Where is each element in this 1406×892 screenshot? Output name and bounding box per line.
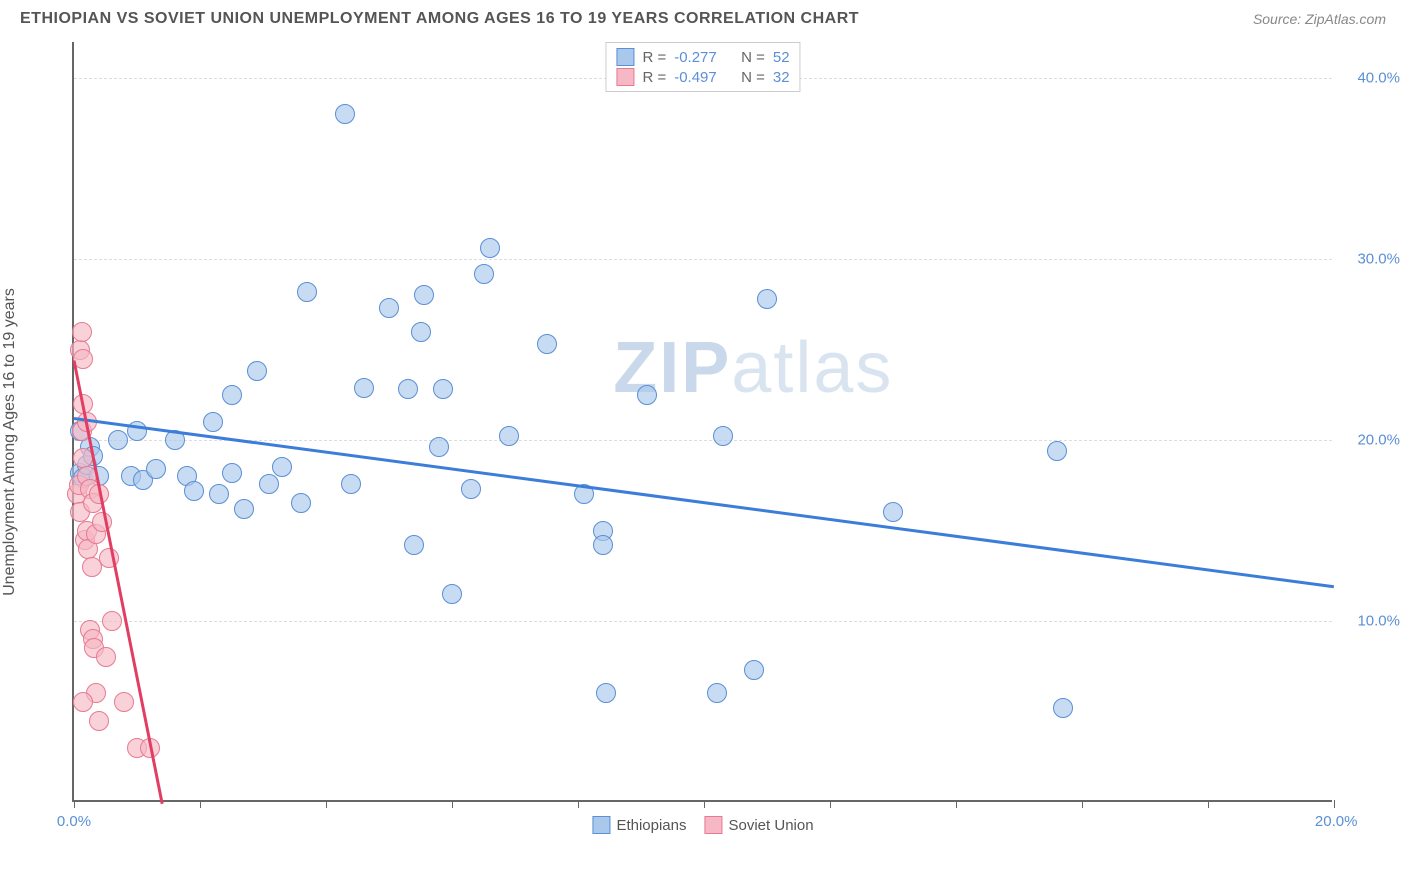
data-point [537, 334, 557, 354]
legend-label-ethiopians: Ethiopians [616, 817, 686, 834]
data-point [73, 692, 93, 712]
data-point [203, 412, 223, 432]
x-tick [1082, 800, 1083, 808]
x-tick [830, 800, 831, 808]
x-tick [326, 800, 327, 808]
watermark-atlas: atlas [731, 328, 893, 408]
data-point [247, 361, 267, 381]
r-value-ethiopians: -0.277 [674, 49, 717, 66]
data-point [184, 481, 204, 501]
data-point [398, 379, 418, 399]
legend-row-ethiopians: R = -0.277 N = 52 [616, 47, 789, 67]
data-point [499, 426, 519, 446]
x-tick [956, 800, 957, 808]
swatch-ethiopians-b [592, 816, 610, 834]
n-value-ethiopians: 52 [773, 49, 790, 66]
data-point [637, 385, 657, 405]
data-point [411, 322, 431, 342]
x-tick [452, 800, 453, 808]
data-point [593, 535, 613, 555]
n-label: N = [741, 49, 765, 66]
data-point [461, 479, 481, 499]
data-point [429, 437, 449, 457]
data-point [404, 535, 424, 555]
chart-container: Unemployment Among Ages 16 to 19 years Z… [48, 42, 1388, 842]
data-point [272, 457, 292, 477]
x-tick [74, 800, 75, 808]
data-point [1053, 698, 1073, 718]
data-point [291, 493, 311, 513]
data-point [222, 463, 242, 483]
legend-label-soviet: Soviet Union [729, 817, 814, 834]
n-value-soviet: 32 [773, 69, 790, 86]
r-label: R = [642, 69, 666, 86]
y-axis-label: Unemployment Among Ages 16 to 19 years [1, 288, 19, 596]
legend-row-soviet: R = -0.497 N = 32 [616, 67, 789, 87]
data-point [96, 647, 116, 667]
data-point [474, 264, 494, 284]
x-tick [578, 800, 579, 808]
swatch-ethiopians [616, 48, 634, 66]
y-tick-label: 40.0% [1357, 70, 1400, 87]
data-point [442, 584, 462, 604]
swatch-soviet-b [705, 816, 723, 834]
data-point [707, 683, 727, 703]
data-point [234, 499, 254, 519]
gridline [74, 621, 1332, 622]
data-point [146, 459, 166, 479]
data-point [72, 322, 92, 342]
data-point [89, 711, 109, 731]
r-value-soviet: -0.497 [674, 69, 717, 86]
data-point [102, 611, 122, 631]
r-label: R = [642, 49, 666, 66]
source-label: Source: ZipAtlas.com [1253, 11, 1386, 27]
data-point [379, 298, 399, 318]
legend-item-soviet: Soviet Union [705, 816, 814, 834]
data-point [108, 430, 128, 450]
data-point [354, 378, 374, 398]
x-tick [1334, 800, 1335, 808]
y-tick-label: 30.0% [1357, 251, 1400, 268]
x-tick-label: 0.0% [57, 813, 91, 830]
data-point [757, 289, 777, 309]
legend-correlation: R = -0.277 N = 52 R = -0.497 N = 32 [605, 42, 800, 92]
x-tick [200, 800, 201, 808]
data-point [209, 484, 229, 504]
data-point [114, 692, 134, 712]
data-point [480, 238, 500, 258]
x-tick-label: 20.0% [1315, 813, 1358, 830]
data-point [222, 385, 242, 405]
x-tick [1208, 800, 1209, 808]
data-point [433, 379, 453, 399]
data-point [596, 683, 616, 703]
trend-line [74, 417, 1334, 588]
gridline [74, 259, 1332, 260]
data-point [744, 660, 764, 680]
data-point [335, 104, 355, 124]
data-point [341, 474, 361, 494]
x-tick [704, 800, 705, 808]
data-point [713, 426, 733, 446]
legend-series: Ethiopians Soviet Union [592, 816, 813, 834]
data-point [297, 282, 317, 302]
y-tick-label: 20.0% [1357, 432, 1400, 449]
plot-area: ZIPatlas R = -0.277 N = 52 R = -0.497 N … [72, 42, 1332, 802]
data-point [259, 474, 279, 494]
data-point [414, 285, 434, 305]
y-tick-label: 10.0% [1357, 613, 1400, 630]
watermark-zip: ZIP [613, 328, 731, 408]
data-point [1047, 441, 1067, 461]
gridline [74, 440, 1332, 441]
data-point [883, 502, 903, 522]
chart-title: ETHIOPIAN VS SOVIET UNION UNEMPLOYMENT A… [20, 10, 859, 28]
n-label: N = [741, 69, 765, 86]
legend-item-ethiopians: Ethiopians [592, 816, 686, 834]
swatch-soviet [616, 68, 634, 86]
